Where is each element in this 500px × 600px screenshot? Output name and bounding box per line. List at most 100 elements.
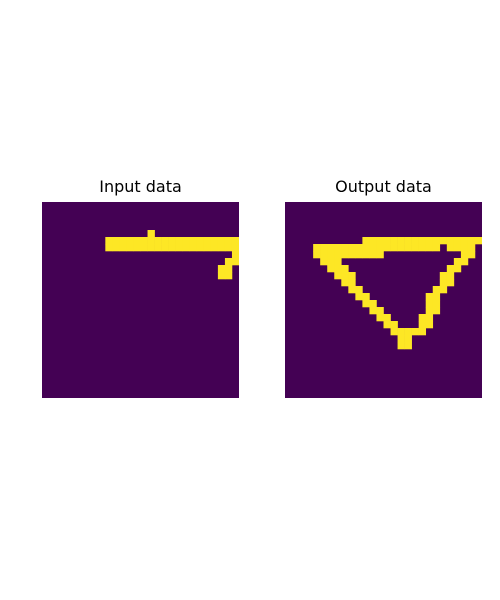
output-grid-cell — [320, 244, 328, 252]
input-grid-cell — [210, 244, 219, 252]
output-grid-cell — [439, 272, 448, 280]
input-grid-cell — [133, 237, 141, 245]
input-grid-cell — [147, 230, 155, 238]
output-grid-cell — [397, 328, 405, 336]
output-grid-background — [285, 202, 482, 398]
output-grid-cell — [439, 279, 448, 287]
input-grid-cell — [196, 244, 205, 252]
output-grid-cell — [383, 237, 391, 245]
output-grid-cell — [453, 258, 462, 266]
output-grid-cell — [376, 244, 384, 252]
output-grid-cell — [383, 314, 391, 322]
input-grid-cell — [154, 244, 162, 252]
output-grid-cell — [383, 321, 391, 329]
output-grid-cell — [334, 272, 342, 280]
output-grid-cell — [432, 244, 441, 252]
output-grid-cell — [390, 328, 398, 336]
output-grid-cell — [369, 237, 377, 245]
output-grid — [285, 202, 482, 398]
input-grid-cell — [105, 237, 113, 245]
output-grid-cell — [369, 307, 377, 315]
output-grid-cell — [432, 237, 441, 245]
output-grid-cell — [327, 258, 335, 266]
output-grid-cell — [439, 286, 448, 294]
output-grid-cell — [418, 328, 427, 336]
input-grid-cell — [161, 237, 169, 245]
output-grid-cell — [404, 237, 412, 245]
output-grid-cell — [404, 335, 412, 343]
output-grid-cell — [313, 244, 321, 252]
output-grid-cell — [446, 244, 455, 252]
output-grid-cell — [446, 272, 455, 280]
output-grid-cell — [327, 244, 335, 252]
output-grid-cell — [411, 237, 419, 245]
input-grid-cell — [203, 237, 212, 245]
output-grid-cell — [460, 251, 469, 259]
output-grid-cell — [369, 300, 377, 308]
input-grid-cell — [231, 244, 239, 252]
output-grid-cell — [341, 272, 349, 280]
output-grid-cell — [467, 237, 476, 245]
output-grid-cell — [404, 328, 412, 336]
input-grid-cell — [105, 244, 113, 252]
input-grid-cell — [112, 237, 120, 245]
output-grid-cell — [418, 237, 427, 245]
input-grid-cell — [196, 237, 205, 245]
output-grid-cell — [439, 237, 448, 245]
input-grid-cell — [119, 244, 127, 252]
output-grid-cell — [383, 244, 391, 252]
output-grid-cell — [460, 244, 469, 252]
output-grid-image — [285, 202, 482, 398]
input-grid-cell — [182, 237, 191, 245]
output-grid-cell — [362, 244, 370, 252]
input-grid-cell — [126, 237, 134, 245]
output-grid-cell — [425, 244, 434, 252]
output-grid-cell — [425, 307, 434, 315]
output-grid-cell — [460, 237, 469, 245]
output-grid-cell — [369, 251, 377, 259]
output-grid-cell — [320, 251, 328, 259]
output-grid-cell — [355, 251, 363, 259]
output-grid-cell — [432, 286, 441, 294]
input-grid-cell — [203, 244, 212, 252]
output-grid-cell — [348, 272, 356, 280]
output-grid-cell — [327, 251, 335, 259]
input-grid-cell — [217, 265, 226, 273]
input-grid-cell — [168, 244, 176, 252]
output-grid-cell — [467, 244, 476, 252]
output-grid-cell — [341, 265, 349, 273]
input-grid-cell — [154, 237, 162, 245]
output-grid-cell — [446, 265, 455, 273]
output-grid-cell — [348, 279, 356, 287]
output-grid-cell — [355, 286, 363, 294]
output-grid-cell — [313, 251, 321, 259]
output-grid-cell — [453, 265, 462, 273]
output-grid-cell — [369, 244, 377, 252]
output-grid-cell — [474, 237, 482, 245]
input-grid-cell — [224, 272, 233, 280]
output-grid-cell — [432, 300, 441, 308]
output-panel-title: Output data — [335, 177, 432, 196]
output-grid-cell — [418, 244, 427, 252]
input-grid-cell — [231, 258, 239, 266]
output-grid-cell — [467, 251, 476, 259]
output-grid-cell — [390, 321, 398, 329]
input-grid-cell — [168, 237, 176, 245]
output-grid-cell — [432, 293, 441, 301]
output-grid-cell — [341, 279, 349, 287]
output-grid-cell — [425, 293, 434, 301]
output-grid-cell — [355, 293, 363, 301]
output-grid-cell — [411, 244, 419, 252]
input-grid-cell — [112, 244, 120, 252]
output-grid-cell — [376, 237, 384, 245]
input-grid-cell — [189, 244, 198, 252]
input-grid-cell — [224, 258, 233, 266]
output-grid-cell — [397, 342, 405, 350]
output-grid-cell — [397, 335, 405, 343]
output-grid-cell — [397, 244, 405, 252]
input-grid-cell — [224, 237, 233, 245]
output-grid-cell — [362, 251, 370, 259]
input-grid-cell — [140, 244, 148, 252]
input-grid-cell — [224, 265, 233, 273]
output-grid-cell — [446, 237, 455, 245]
